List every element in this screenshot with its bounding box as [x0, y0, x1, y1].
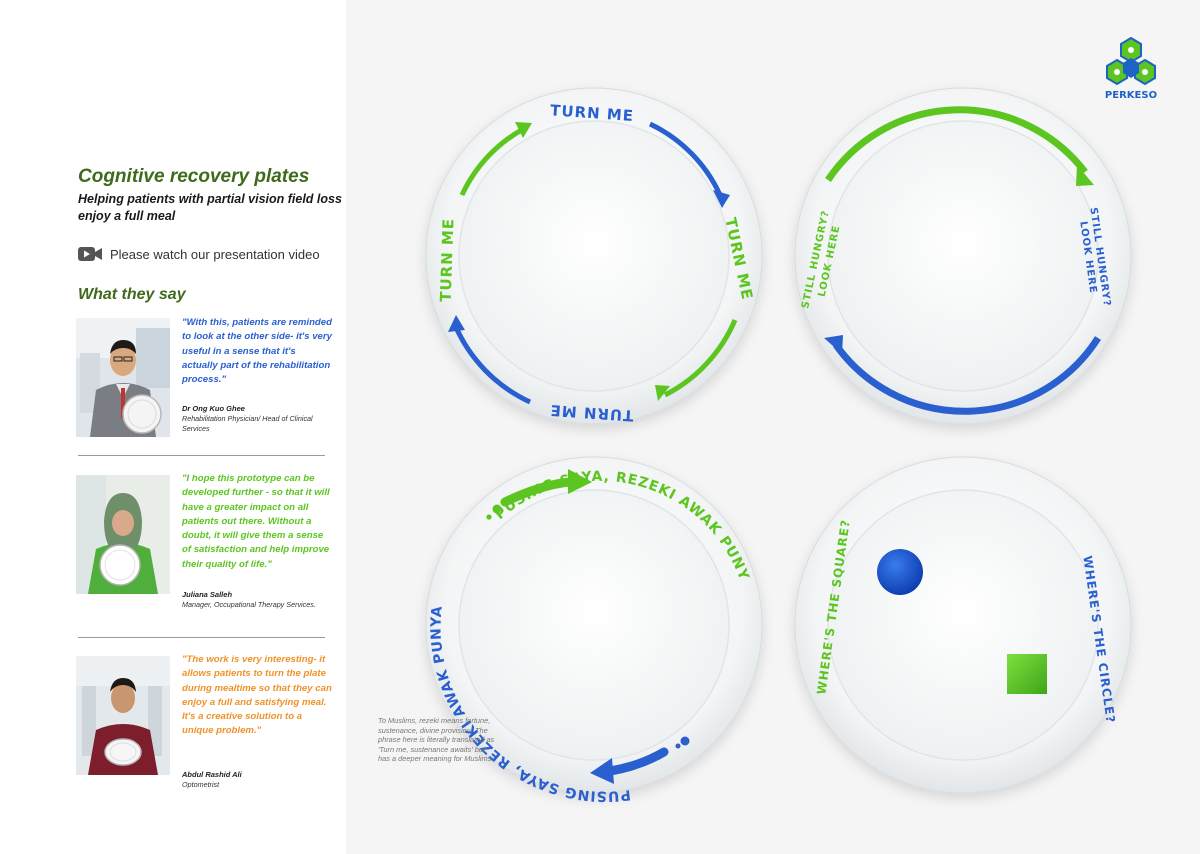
page-subtitle: Helping patients with partial vision fie… — [78, 192, 342, 223]
photo-abdul — [76, 656, 170, 775]
section-title: What they say — [78, 286, 186, 303]
svg-text:TURN ME: TURN ME — [437, 218, 458, 302]
svg-text:TURN ME: TURN ME — [550, 101, 635, 125]
plate-text-turn-me-top: TURN ME — [550, 101, 635, 125]
plate-text-turn-me-left: TURN ME — [437, 218, 458, 302]
video-link-label: Please watch our presentation video — [110, 246, 320, 262]
svg-text:PERKESO: PERKESO — [1105, 90, 1157, 101]
divider — [78, 455, 325, 456]
photo-juliana — [76, 475, 170, 594]
testimonial-author-3: Abdul Rashid Ali — [182, 770, 242, 779]
perkeso-logo: PERKESO — [1102, 36, 1160, 102]
divider — [78, 637, 325, 638]
testimonial-author-2: Juliana Salleh — [182, 590, 233, 599]
testimonial-quote-3: "The work is very interesting- it allows… — [182, 654, 332, 737]
testimonial-quote-1: "With this, patients are reminded to loo… — [182, 317, 332, 386]
green-square-shape — [1007, 654, 1047, 694]
photo-dr-ong — [76, 318, 170, 437]
plate-text-turn-me-bottom: TURN ME — [549, 401, 634, 425]
testimonial-role-1: Rehabilitation Physician/ Head of Clinic… — [182, 414, 313, 433]
blue-circle-shape — [877, 549, 923, 595]
page-title: Cognitive recovery plates — [78, 166, 310, 187]
presentation-video-link[interactable]: Please watch our presentation video — [78, 246, 320, 262]
svg-text:TURN ME: TURN ME — [549, 401, 634, 425]
perkeso-logo-icon: PERKESO — [1105, 36, 1157, 101]
video-camera-icon — [78, 247, 102, 261]
testimonial-author-1: Dr Ong Kuo Ghee — [182, 404, 245, 413]
rezeki-note: To Muslims, rezeki means fortune, susten… — [378, 716, 495, 763]
testimonial-role-2: Manager, Occupational Therapy Services. — [182, 600, 316, 609]
testimonial-role-3: Optometrist — [182, 780, 220, 789]
testimonial-quote-2: "I hope this prototype can be developed … — [182, 473, 330, 570]
